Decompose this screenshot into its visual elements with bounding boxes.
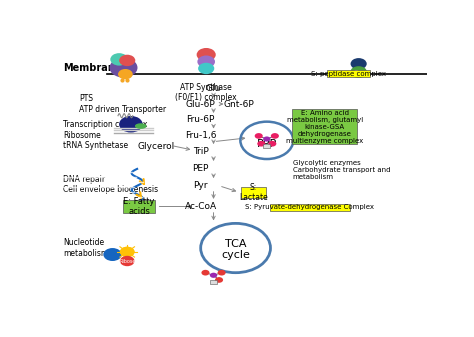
Circle shape <box>197 48 216 61</box>
Circle shape <box>359 71 363 74</box>
Circle shape <box>119 116 143 132</box>
Circle shape <box>351 58 367 69</box>
Circle shape <box>103 248 122 261</box>
Text: E: Amino acid
metabolism, glutamyl
kinase-GSA
dehydrogenase
multienzyme complex: E: Amino acid metabolism, glutamyl kinas… <box>286 110 363 144</box>
Text: Ribose: Ribose <box>119 258 136 264</box>
FancyBboxPatch shape <box>264 144 270 148</box>
Text: Glycolytic enzymes
Carbohydrate transport and
metabolism: Glycolytic enzymes Carbohydrate transpor… <box>292 160 390 180</box>
Text: TCA
cycle: TCA cycle <box>221 239 250 260</box>
FancyBboxPatch shape <box>327 70 370 77</box>
Circle shape <box>268 141 276 147</box>
Text: PEP: PEP <box>192 164 209 174</box>
Circle shape <box>197 56 215 68</box>
Circle shape <box>109 58 137 78</box>
Text: S: Pyruvate-dehydrogenase Complex: S: Pyruvate-dehydrogenase Complex <box>246 204 374 210</box>
Text: E: Fatty
acids: E: Fatty acids <box>123 197 155 216</box>
Circle shape <box>263 136 271 142</box>
Text: PTS
ATP driven Transporter: PTS ATP driven Transporter <box>80 94 166 114</box>
Text: ATP Synthase
(F0/F1) complex: ATP Synthase (F0/F1) complex <box>175 83 237 102</box>
Circle shape <box>215 277 223 283</box>
Circle shape <box>198 63 214 74</box>
Circle shape <box>201 270 210 276</box>
FancyBboxPatch shape <box>123 200 155 213</box>
Text: TriP: TriP <box>193 147 209 156</box>
Ellipse shape <box>351 67 366 77</box>
Circle shape <box>120 256 135 266</box>
Circle shape <box>271 133 279 139</box>
Text: Glu: Glu <box>206 84 221 93</box>
Circle shape <box>210 273 217 278</box>
FancyBboxPatch shape <box>241 187 266 198</box>
Circle shape <box>119 55 135 66</box>
Text: PPP: PPP <box>257 139 277 149</box>
Text: Glycerol: Glycerol <box>138 142 175 151</box>
Circle shape <box>354 70 359 73</box>
Text: Gnt-6P: Gnt-6P <box>224 99 255 109</box>
Circle shape <box>255 133 263 139</box>
Text: S: peptidase complex: S: peptidase complex <box>311 71 386 76</box>
Text: Fru-1,6: Fru-1,6 <box>185 131 217 140</box>
FancyBboxPatch shape <box>292 109 357 145</box>
Text: Membrane: Membrane <box>63 63 121 73</box>
Text: Transcription complex
Ribosome
tRNA Synthetase: Transcription complex Ribosome tRNA Synt… <box>63 120 147 150</box>
FancyBboxPatch shape <box>270 204 350 211</box>
Circle shape <box>120 247 135 257</box>
Text: S:
Lactate: S: Lactate <box>239 183 268 202</box>
Text: Pyr: Pyr <box>193 181 208 190</box>
Text: Glu-6P: Glu-6P <box>186 99 216 109</box>
Circle shape <box>218 270 226 276</box>
FancyBboxPatch shape <box>210 280 217 284</box>
Text: Ac-CoA: Ac-CoA <box>184 202 217 211</box>
Text: Nucleotide
metabolism: Nucleotide metabolism <box>63 238 108 258</box>
Text: Fru-6P: Fru-6P <box>186 115 215 124</box>
Ellipse shape <box>136 124 146 128</box>
Circle shape <box>120 247 135 257</box>
Circle shape <box>110 53 128 66</box>
Circle shape <box>257 141 265 147</box>
Text: DNA repair
Cell envelope biogenesis: DNA repair Cell envelope biogenesis <box>63 175 158 194</box>
Circle shape <box>118 69 133 79</box>
